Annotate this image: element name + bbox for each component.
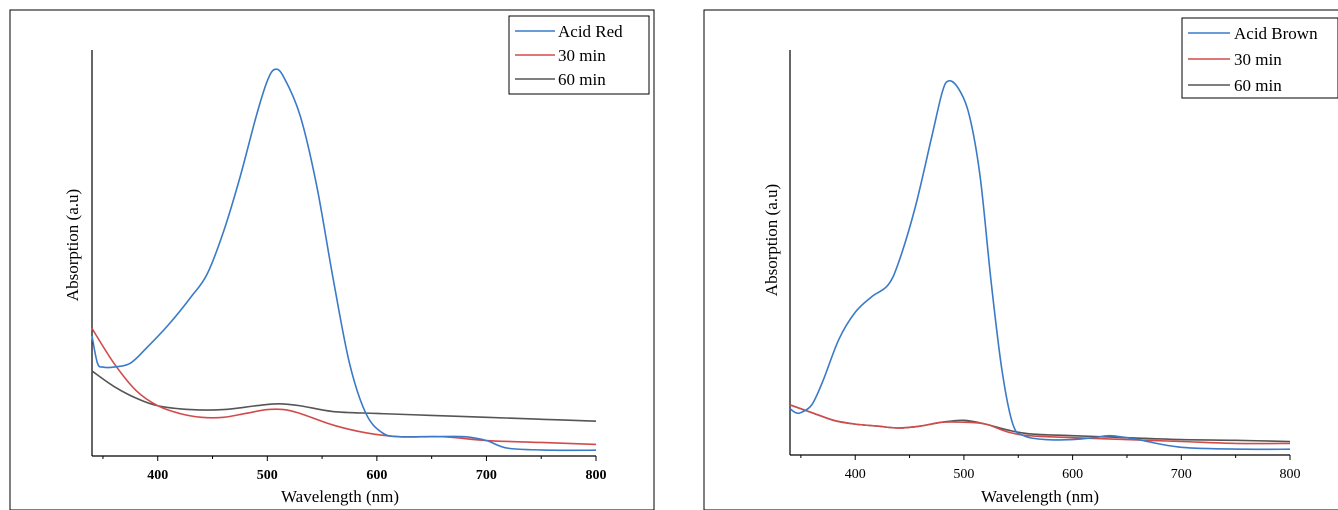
chart-panel-acid-red: 400 500 600 700 800 Wavelength (nm) Absorpti…	[9, 9, 655, 510]
x-ticks: 400 500 600 700 800	[800, 455, 1301, 482]
chart-panel-acid-brown: 400 500 600 700 800 Wavelength (nm) Absorpti…	[703, 9, 1338, 510]
legend-label-60-min: 60 min	[558, 70, 606, 89]
legend-label-30-min: 30 min	[1234, 50, 1282, 69]
x-tick-label-800: 800	[586, 468, 607, 483]
series-line-30-min	[91, 327, 597, 446]
legend-label-acid-brown: Acid Brown	[1234, 24, 1318, 43]
x-tick-label-500: 500	[953, 467, 974, 482]
series-line-30-min	[789, 404, 1291, 445]
series-line-60-min	[91, 370, 597, 422]
legend: Acid Brown 30 min 60 min	[1181, 17, 1338, 99]
panel-frame	[9, 9, 655, 510]
x-tick-label-400: 400	[147, 468, 168, 483]
y-axis-title: Absorption (a.u)	[762, 184, 781, 296]
legend-label-60-min: 60 min	[1234, 76, 1282, 95]
legend-label-acid-red: Acid Red	[558, 22, 623, 41]
legend: Acid Red 30 min 60 min	[508, 15, 650, 95]
series-line-acid-red	[91, 68, 597, 452]
series-group	[789, 79, 1291, 451]
series-group	[91, 68, 597, 452]
x-tick-label-600: 600	[1062, 467, 1083, 482]
x-tick-label-500: 500	[257, 468, 278, 483]
x-tick-label-600: 600	[366, 468, 387, 483]
x-tick-label-400: 400	[845, 467, 866, 482]
x-axis-title: Wavelength (nm)	[281, 487, 399, 506]
series-line-acid-brown	[789, 79, 1291, 451]
y-axis-title: Absorption (a.u)	[63, 189, 82, 301]
legend-label-30-min: 30 min	[558, 46, 606, 65]
x-ticks: 400 500 600 700 800	[102, 456, 607, 483]
x-axis-title: Wavelength (nm)	[981, 487, 1099, 506]
x-tick-label-800: 800	[1280, 467, 1301, 482]
panel-frame	[703, 9, 1338, 510]
x-tick-label-700: 700	[476, 468, 497, 483]
x-tick-label-700: 700	[1171, 467, 1192, 482]
